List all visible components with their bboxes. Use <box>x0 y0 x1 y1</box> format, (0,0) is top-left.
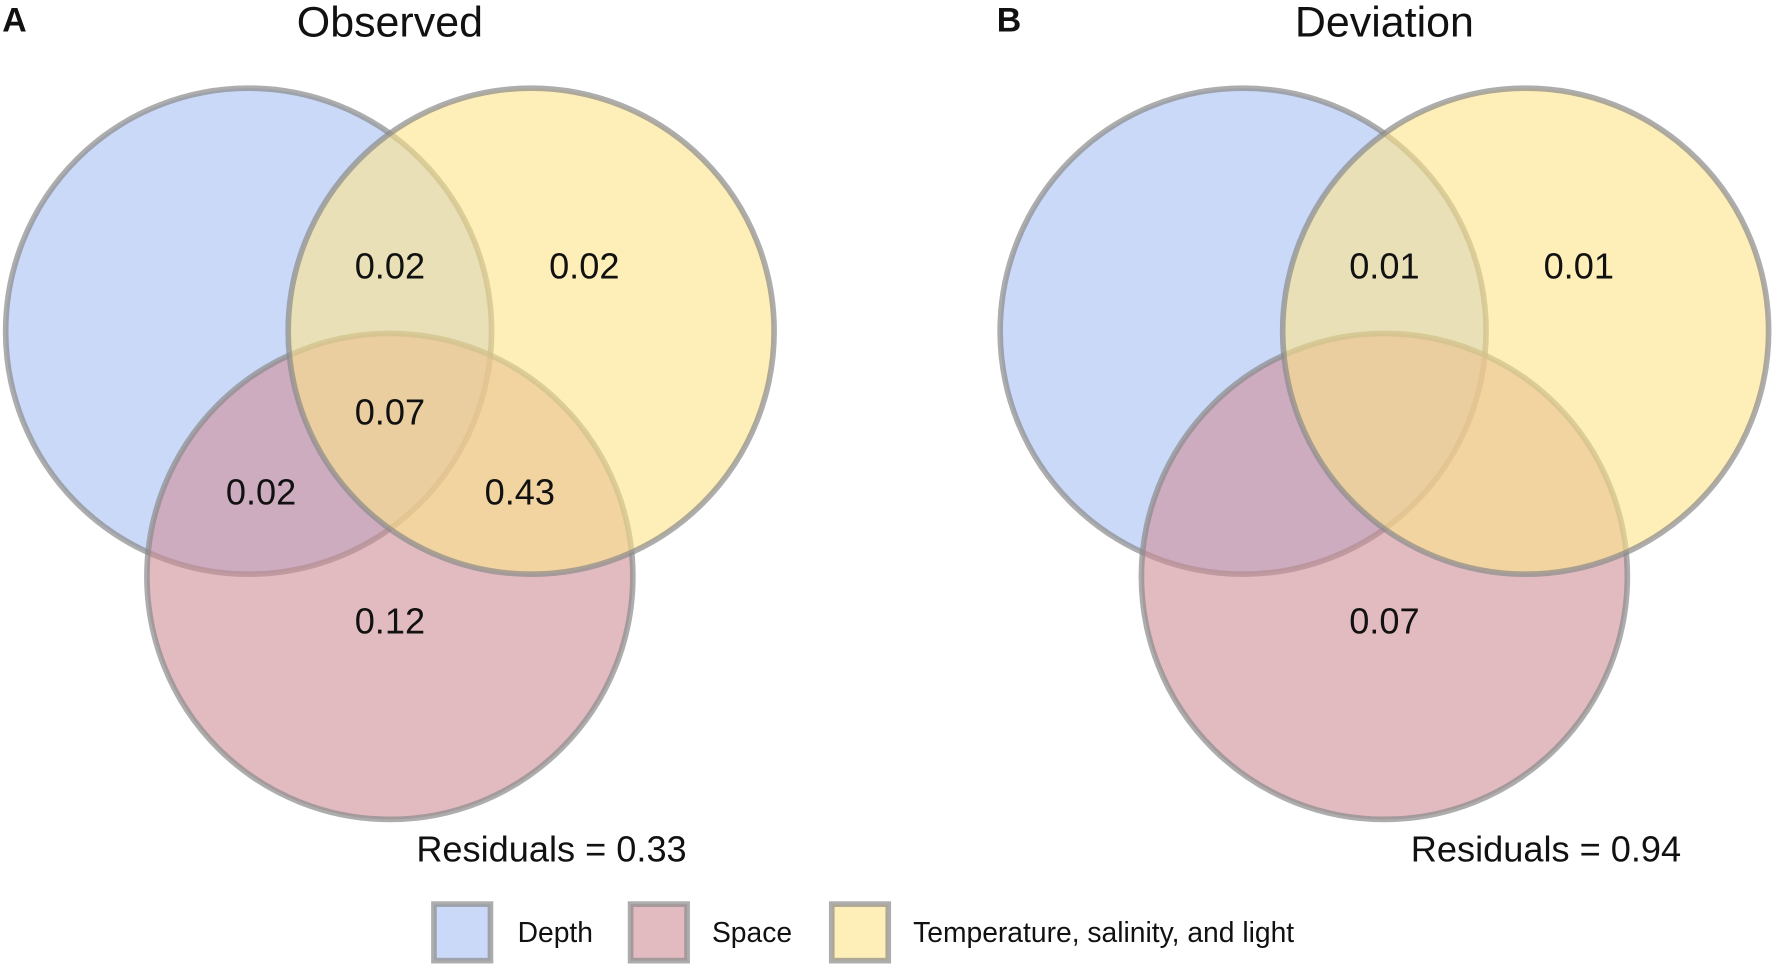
region-value: 0.02 <box>549 246 619 287</box>
panel-label: B <box>997 2 1021 40</box>
panel-title: Deviation <box>1295 0 1474 46</box>
region-value: 0.43 <box>485 472 555 513</box>
panel-title: Observed <box>297 0 483 46</box>
region-value: 0.07 <box>355 391 425 432</box>
region-value: 0.01 <box>1544 246 1614 287</box>
region-value: 0.02 <box>355 246 425 287</box>
legend-swatch <box>828 901 892 964</box>
region-value: 0.07 <box>1349 600 1419 641</box>
region-value: 0.01 <box>1349 246 1419 287</box>
venn-panel: B Deviation 0.01 0.01 0.07 Residuals = 0.94 <box>997 0 1772 870</box>
legend-label: Space <box>712 916 792 948</box>
panel-label: A <box>2 2 26 40</box>
region-value: 0.02 <box>226 472 296 513</box>
residuals: Residuals = 0.94 <box>1411 829 1681 870</box>
venn-panel: A Observed 0.02 0.02 0.07 0.02 0.43 0.12 Residua… <box>2 0 777 870</box>
legend-label: Depth <box>518 916 593 948</box>
venn-circle <box>1279 85 1772 577</box>
legend-swatch <box>431 901 494 964</box>
venn-circle <box>285 85 777 577</box>
residuals: Residuals = 0.33 <box>416 829 686 870</box>
region-value: 0.12 <box>355 600 425 641</box>
legend-label: Temperature, salinity, and light <box>913 916 1294 948</box>
legend-swatch <box>627 901 690 964</box>
